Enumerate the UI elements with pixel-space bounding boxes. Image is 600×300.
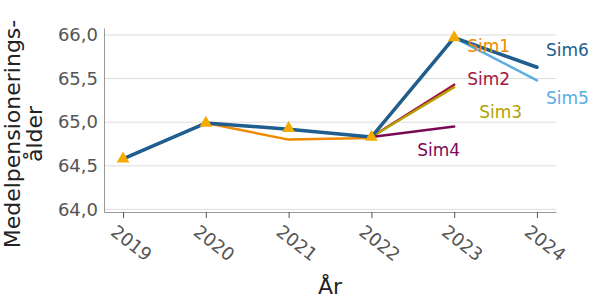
grid-line (104, 165, 556, 166)
marker (448, 30, 461, 41)
x-tick: 2023 (438, 212, 487, 265)
marker-series (117, 30, 461, 162)
x-tick: 2024 (521, 212, 570, 265)
y-tick: 64,5 (58, 155, 104, 176)
x-tick-label: 2020 (190, 220, 239, 265)
y-tick-label: 64,0 (58, 199, 98, 220)
y-tick: 64,0 (58, 199, 104, 220)
x-tick-mark (371, 212, 372, 218)
x-tick-mark (289, 212, 290, 218)
y-axis-line (104, 29, 105, 213)
y-axis-title-line: ålder (22, 105, 47, 162)
series-label: Sim2 (467, 69, 510, 89)
x-axis: 2019 2020 2021 2022 2023 2024 (105, 212, 570, 265)
x-tick-mark (537, 212, 538, 218)
y-tick: 66,0 (58, 24, 104, 45)
series-line (371, 38, 537, 137)
x-tick-label: 2022 (355, 220, 404, 265)
series-label: Sim6 (546, 40, 589, 60)
series-line (123, 38, 537, 159)
series-label: Sim3 (479, 102, 522, 122)
x-tick: 2019 (107, 212, 156, 265)
y-tick: 65,0 (58, 111, 104, 132)
y-tick-label: 64,5 (58, 155, 98, 176)
plot-area (117, 30, 537, 162)
series-line (371, 127, 454, 137)
series-label: Sim1 (467, 36, 510, 56)
x-tick: 2022 (355, 212, 404, 265)
chart: 64,0 64,5 65,0 65,5 66,0 2019 2020 2021 2022 2023… (0, 0, 600, 300)
marker (199, 116, 212, 127)
x-tick-label: 2024 (521, 220, 570, 265)
x-tick-label: 2019 (107, 220, 156, 265)
grid-line (104, 209, 556, 210)
series-line (371, 85, 454, 137)
x-axis-line (105, 212, 557, 213)
x-tick: 2020 (190, 212, 239, 265)
series-line (371, 87, 454, 137)
x-tick: 2021 (272, 212, 321, 265)
x-tick-mark (206, 212, 207, 218)
y-tick: 65,5 (58, 68, 104, 89)
grid (104, 35, 556, 209)
y-tick-label: 65,0 (58, 111, 98, 132)
x-tick-mark (454, 212, 455, 218)
series-label: Sim5 (546, 88, 589, 108)
y-axis: 64,0 64,5 65,0 65,5 66,0 (58, 24, 105, 219)
y-axis-title: Medelpensionerings-ålder (0, 20, 47, 249)
x-tick-label: 2021 (272, 220, 321, 265)
y-tick-label: 66,0 (58, 24, 98, 45)
x-tick-label: 2023 (438, 220, 487, 265)
marker (282, 121, 295, 132)
series-label: Sim4 (417, 140, 460, 160)
marker (117, 151, 130, 162)
x-tick-mark (123, 212, 124, 218)
x-axis-title: År (318, 273, 343, 299)
y-tick-label: 65,5 (58, 68, 98, 89)
marker (365, 130, 378, 141)
series-labels: Sim1 Sim2 Sim3 Sim4 Sim5 Sim6 (417, 36, 589, 160)
